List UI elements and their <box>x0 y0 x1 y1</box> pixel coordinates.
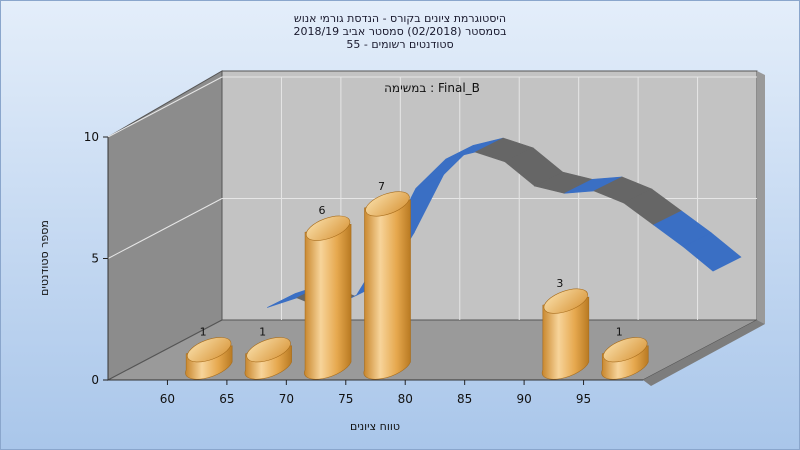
title-line-3: 55 - סטודנטים רשומים <box>346 38 453 51</box>
chart-title: היסטוגרמת ציונים בקורס - הנדסת גורמי אנו… <box>293 12 506 51</box>
bar-77.5: 7 <box>363 180 411 380</box>
back-wall-edge <box>757 71 765 324</box>
bar-cap <box>365 191 410 217</box>
bar-data-label: 6 <box>319 204 326 217</box>
floor-edge <box>643 320 765 386</box>
gridline-side <box>107 198 223 259</box>
chart-annotation: במשימה : Final_B <box>384 81 480 95</box>
title-line-1: היסטוגרמת ציונים בקורס - הנדסת גורמי אנו… <box>294 12 506 25</box>
y-axis-title: מספר סטודנטים <box>38 220 51 296</box>
bar-cap <box>603 337 648 363</box>
bar-data-label: 1 <box>259 326 266 339</box>
x-tick-label: 80 <box>398 392 413 406</box>
bar-data-label: 7 <box>378 180 385 193</box>
x-tick-label: 90 <box>516 392 531 406</box>
x-tick-label: 65 <box>219 392 234 406</box>
x-tick-label: 85 <box>457 392 472 406</box>
x-tick-label: 70 <box>279 392 294 406</box>
x-tick-label: 95 <box>576 392 591 406</box>
y-tick-label: 0 <box>91 373 99 387</box>
y-tick-label: 10 <box>84 130 99 144</box>
bar-data-label: 1 <box>616 326 623 339</box>
bar-cap <box>305 215 351 241</box>
bar-62.5: 1 <box>185 326 233 380</box>
curve-segment <box>682 232 742 272</box>
bar-body <box>363 199 411 380</box>
gridline-side <box>107 76 223 138</box>
bars: 1 1 6 7 3 1 <box>185 180 649 380</box>
y-tick-label: 5 <box>91 252 99 266</box>
bar-data-label: 3 <box>556 277 563 290</box>
bar-92.5: 3 <box>541 277 590 380</box>
x-axis-title: טווח ציונים <box>350 420 400 433</box>
bar-72.5: 6 <box>304 204 352 380</box>
bar-67.5: 1 <box>244 326 292 380</box>
title-line-2: בסמסטר (02/2018) סמסטר אביב 2018/19 <box>293 25 506 38</box>
bar-cap <box>543 288 589 314</box>
bar-data-label: 1 <box>200 326 207 339</box>
bar-body <box>304 223 352 380</box>
bar-cap <box>246 337 291 363</box>
axis-ticks: 0 5 10 60 65 70 75 80 85 90 95 <box>84 130 643 406</box>
bar-cap <box>186 337 232 363</box>
bar-97.5: 1 <box>601 326 649 380</box>
x-tick-label: 60 <box>160 392 175 406</box>
bar-body <box>541 296 590 380</box>
back-wall <box>221 70 758 321</box>
x-tick-label: 75 <box>338 392 353 406</box>
